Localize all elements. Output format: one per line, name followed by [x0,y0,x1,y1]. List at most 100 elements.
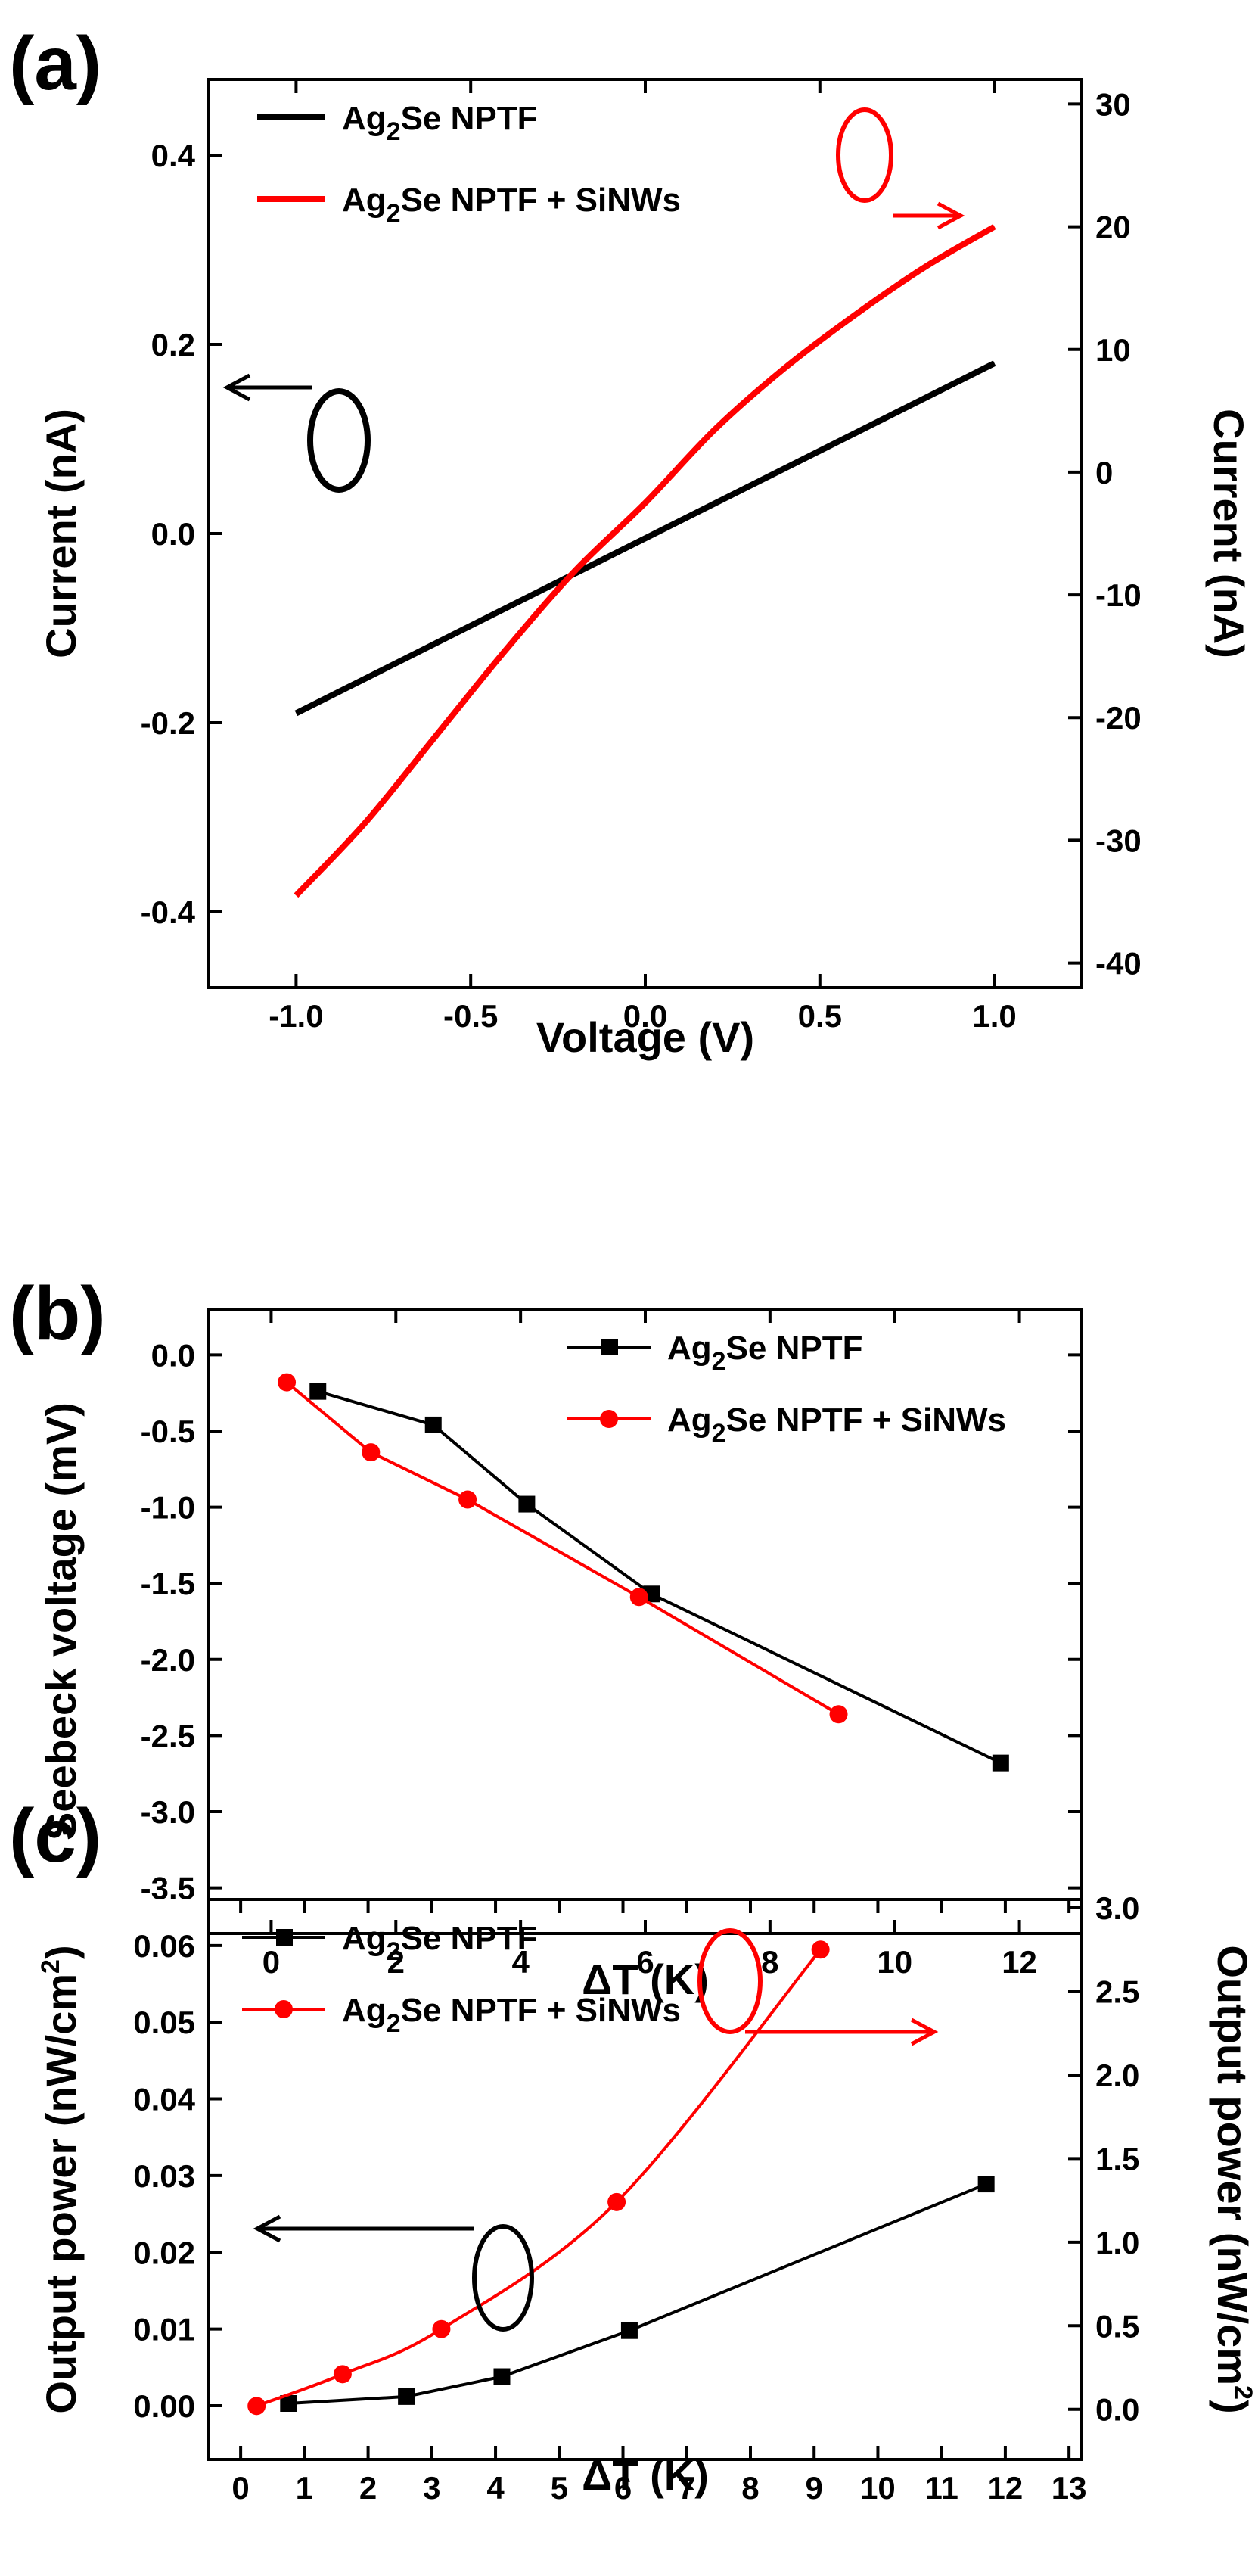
data-point [829,1705,848,1724]
data-point [620,2322,638,2339]
y-right-tick-label: 0.0 [1095,2392,1139,2428]
legend-marker [600,1410,618,1428]
x-tick-label: 0 [262,1944,280,1980]
data-point [278,1373,297,1392]
legend-label-part-2: Se NPTF + SiNWs [401,1992,681,2029]
panel-label: (a) [9,21,101,106]
legend-label-part-1: 2 [387,117,401,146]
panel-label: (c) [9,1794,101,1878]
y-tick-label: 0.04 [133,2082,195,2117]
annotation-ellipse [836,107,893,203]
y-tick-label: -1.0 [141,1490,195,1526]
x-tick-label: 4 [486,2470,505,2506]
y-tick-label: -3.5 [141,1871,195,1906]
y-right-axis-title: Output power (nW/cm2) [1209,1945,1255,2413]
series-line-2 [256,1949,822,2408]
legend-label-part-2: Se NPTF + SiNWs [726,1402,1006,1439]
data-point [398,2388,415,2405]
y-right-tick-label: 2.5 [1095,1974,1139,2009]
legend-marker [276,1929,293,1946]
x-tick-label: 10 [877,1944,912,1980]
legend-label-part-0: Ag [342,1920,387,1957]
plot-frame [207,1898,1083,2461]
legend-label-part-2: Se NPTF [401,100,538,137]
data-point [424,1416,442,1433]
legend-label-part-0: Ag [342,100,387,137]
y-right-axis-title-part-2: ) [1209,2400,1255,2414]
data-point [432,2319,451,2338]
chart-panel-c: (c)0 1 2 3 4 5 6 7 8 9 10 11 12 130.000.010.020.030.0… [9,1794,1255,2506]
chart-panel-b: (b) 0 2 4 6 8 10 12 0.0 -0.5 -1.0 -1.5 -2.0 -2.5 -3.0 -… [9,1271,1083,2003]
legend-label-part-1: 2 [387,199,401,228]
y-right-tick-label: 30 [1095,86,1131,122]
data-point [992,1754,1009,1772]
data-point [458,1490,477,1509]
y-right-tick-label: 10 [1095,332,1131,368]
annotation-ellipse [307,388,371,493]
y-right-tick-label: 3.0 [1095,1890,1139,1926]
y-tick-label: 0.06 [133,1928,195,1964]
legend-label-part-0: Ag [667,1402,712,1439]
x-tick-label: 12 [988,2470,1024,2506]
y-axis-title: Current (nA) [37,409,85,658]
legend-label-part-1: 2 [712,1419,726,1448]
annotation-arrowhead [937,201,965,230]
annotation-ellipse [472,2224,534,2332]
legend-label: Ag2Se NPTF [342,1920,538,1966]
legend-label-part-0: Ag [667,1330,712,1367]
y-right-tick-label: 1.0 [1095,2225,1139,2260]
x-tick-label: 13 [1052,2470,1087,2506]
y-right-tick-label: -10 [1095,577,1142,613]
y-tick-label: 0.02 [133,2235,195,2270]
data-point [309,1383,327,1400]
annotation-arrowhead [253,2214,281,2243]
x-tick-label: 7 [678,2470,695,2506]
legend-marker [601,1339,618,1355]
x-tick-label: -1.0 [269,998,323,1034]
legend-label: Ag2Se NPTF + SiNWs [342,1992,681,2038]
data-point [607,2192,626,2211]
y-tick-label: 0.0 [151,1337,195,1373]
y-right-tick-label: -20 [1095,700,1142,736]
annotation-arrowhead [910,2018,939,2046]
x-tick-label: 2 [359,2470,377,2506]
data-point [493,2368,511,2385]
data-point [362,1443,381,1462]
y-tick-label: 0.01 [133,2312,195,2347]
x-axis-title: Voltage (V) [536,1013,754,1061]
x-tick-label: 1.0 [972,998,1016,1034]
y-right-axis-title-part-0: Output power (nW/cm [1209,1945,1255,2385]
y-tick-label: 0.03 [133,2158,195,2194]
y-right-tick-label: 0 [1095,455,1113,490]
x-tick-label: 10 [860,2470,896,2506]
y-axis-title-part-2: ) [37,1945,85,1959]
data-point [280,2395,297,2412]
y-right-tick-label: -40 [1095,946,1142,982]
legend-label-part-0: Ag [342,182,387,219]
y-right-axis-title-part-1: 2 [1229,2385,1255,2400]
x-tick-label: 8 [741,2470,759,2506]
x-tick-label: 12 [1002,1944,1037,1980]
y-right-axis-title: Current (nA) [1205,409,1253,658]
data-point [333,2365,352,2384]
data-point [977,2176,995,2193]
x-tick-label: 0.0 [623,998,667,1034]
x-tick-label: -0.5 [443,998,498,1034]
legend-label-part-1: 2 [387,1937,401,1966]
series-line-2 [294,224,996,898]
y-tick-label: -2.5 [141,1718,195,1753]
legend-label-part-1: 2 [387,2009,401,2038]
y-tick-label: 0.4 [151,138,196,173]
data-point [247,2397,266,2416]
y-tick-label: -3.0 [141,1794,195,1830]
legend-label: Ag2Se NPTF [342,100,538,146]
x-tick-label: 2 [387,1944,405,1980]
y-right-tick-label: 0.5 [1095,2308,1139,2344]
series-line-1 [288,2182,987,2405]
series-line-1 [317,1389,1002,1765]
y-tick-label: 0.2 [151,327,195,362]
legend-label-part-2: Se NPTF + SiNWs [401,182,681,219]
